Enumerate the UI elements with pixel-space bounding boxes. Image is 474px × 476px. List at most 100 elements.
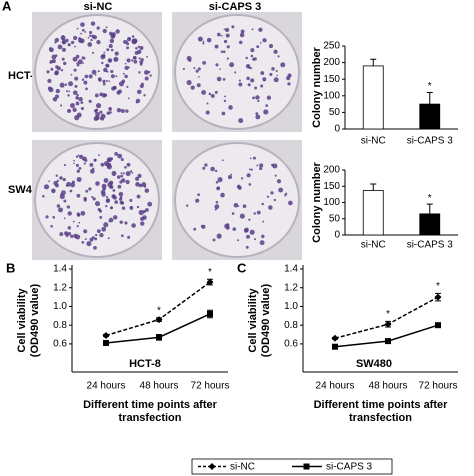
colony [91, 51, 95, 54]
colony [223, 28, 226, 31]
colony [102, 82, 106, 86]
colony [109, 157, 114, 161]
colony [125, 109, 129, 113]
colony [120, 109, 125, 113]
colony [206, 102, 209, 105]
y-tick-label: 1.2 [284, 282, 298, 293]
colony [81, 241, 85, 244]
colony [123, 40, 127, 44]
marker [385, 338, 391, 345]
colony [108, 43, 113, 49]
colony [76, 212, 80, 216]
colony [139, 63, 143, 66]
colony [273, 77, 279, 83]
marker [155, 316, 163, 324]
dish [174, 142, 300, 258]
colony [210, 93, 215, 98]
colony [182, 67, 185, 70]
colony [131, 35, 135, 38]
colony [86, 241, 92, 247]
colony [214, 44, 219, 49]
colony [225, 33, 230, 38]
colony [76, 27, 79, 30]
colony [76, 176, 82, 182]
colony [222, 78, 226, 81]
colony [76, 193, 81, 198]
colony [112, 32, 116, 36]
colony [61, 39, 67, 45]
colony [287, 82, 291, 86]
colony [43, 184, 50, 190]
colony [75, 101, 80, 106]
colony [276, 74, 279, 77]
colony [124, 166, 127, 169]
colony [55, 88, 61, 94]
colony [117, 153, 123, 159]
colony [110, 69, 114, 74]
colony [285, 192, 288, 195]
colony [105, 26, 108, 29]
colony [97, 70, 100, 73]
colony [124, 62, 127, 65]
colony [61, 57, 65, 61]
colony [212, 238, 216, 242]
colony [274, 174, 277, 177]
x-tick-label: 72 hours [191, 381, 230, 392]
colony [198, 75, 200, 78]
colony [74, 45, 76, 48]
colony [85, 87, 88, 91]
colony [272, 163, 278, 169]
colony [136, 194, 141, 199]
colony [238, 82, 243, 87]
x-tick-label: 72 hours [419, 381, 458, 392]
colony [65, 233, 69, 238]
error-bar [370, 183, 377, 191]
colony [110, 74, 115, 79]
colony [109, 206, 114, 210]
colony [275, 70, 278, 73]
y-tick-label: 250 [323, 41, 340, 52]
colony [99, 110, 103, 114]
colony [186, 204, 189, 207]
colony [47, 78, 52, 84]
colony [144, 76, 149, 81]
colony [220, 192, 225, 198]
y-tick-label: 100 [323, 197, 340, 208]
colony [266, 95, 272, 100]
colony [92, 167, 95, 170]
colony [277, 55, 280, 58]
colony [214, 208, 217, 211]
colony [215, 180, 219, 184]
colony [90, 169, 95, 174]
colony [120, 172, 123, 175]
colony [140, 216, 145, 221]
colony [94, 201, 101, 207]
x-tick-label: 24 hours [87, 381, 126, 392]
colony [108, 80, 111, 82]
colony [202, 60, 207, 65]
colony [114, 151, 119, 156]
colony [231, 212, 235, 215]
colony [93, 245, 97, 250]
colony [73, 162, 75, 165]
colony [76, 169, 80, 173]
colony [68, 90, 71, 93]
colony [105, 63, 110, 68]
colony [70, 234, 74, 238]
colony [210, 166, 215, 172]
colony [262, 38, 267, 43]
x-axis-label: Different time points after [83, 399, 218, 411]
bar [362, 190, 384, 236]
colony [103, 51, 106, 54]
colony [216, 76, 222, 82]
colony [204, 163, 208, 167]
bar [419, 103, 441, 130]
error-bar [426, 91, 433, 105]
colony [147, 201, 153, 207]
colony [109, 111, 112, 114]
colony [270, 191, 274, 195]
bar [419, 213, 441, 236]
colony [246, 173, 251, 178]
colony [126, 85, 129, 88]
y-tick-label: 0.8 [284, 320, 298, 331]
